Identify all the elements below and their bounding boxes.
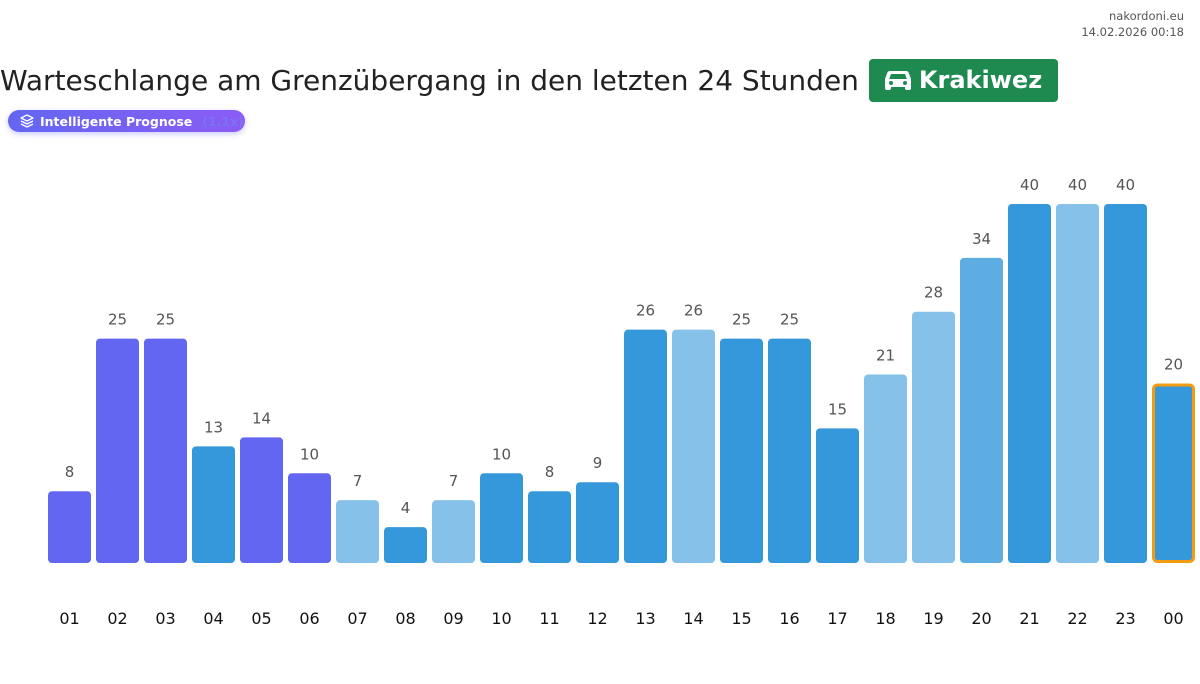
value-label: 40	[1068, 176, 1087, 194]
bar[interactable]	[48, 491, 91, 563]
value-label: 25	[156, 311, 175, 329]
value-label: 26	[636, 302, 655, 320]
x-tick-label: 00	[1163, 609, 1183, 628]
value-label: 9	[593, 454, 603, 472]
value-label: 34	[972, 230, 991, 248]
x-tick-label: 21	[1019, 609, 1039, 628]
bar[interactable]	[720, 338, 763, 563]
x-tick-label: 11	[539, 609, 559, 628]
value-label: 7	[449, 472, 459, 490]
layers-icon	[20, 114, 34, 128]
bar[interactable]	[336, 500, 379, 563]
crossing-name: Krakiwez	[918, 66, 1043, 94]
prognose-badge[interactable]: Intelligente Prognose (1.1x)	[8, 110, 245, 132]
value-label: 7	[353, 472, 363, 490]
prognose-label: Intelligente Prognose	[40, 113, 193, 129]
x-tick-label: 10	[491, 609, 511, 628]
page-title: Warteschlange am Grenzübergang in den le…	[0, 63, 859, 97]
value-label: 14	[252, 409, 271, 427]
bar[interactable]	[96, 338, 139, 563]
value-label: 8	[545, 463, 555, 481]
x-tick-label: 16	[779, 609, 799, 628]
bar[interactable]	[192, 446, 235, 563]
bar[interactable]	[432, 500, 475, 563]
timestamp: 14.02.2026 00:18	[1081, 25, 1184, 39]
value-label: 40	[1116, 176, 1135, 194]
value-label: 10	[492, 445, 511, 463]
bar[interactable]	[768, 338, 811, 563]
x-tick-label: 23	[1115, 609, 1135, 628]
bar[interactable]	[816, 428, 859, 563]
bar[interactable]	[480, 473, 523, 563]
bar[interactable]	[528, 491, 571, 563]
bar[interactable]	[1056, 204, 1099, 563]
bar-current-hour[interactable]	[1152, 383, 1195, 563]
value-label: 26	[684, 302, 703, 320]
x-tick-label: 18	[875, 609, 895, 628]
value-label: 4	[401, 499, 411, 517]
x-tick-label: 17	[827, 609, 847, 628]
bar[interactable]	[288, 473, 331, 563]
x-tick-label: 01	[59, 609, 79, 628]
car-icon	[884, 71, 911, 90]
x-tick-label: 12	[587, 609, 607, 628]
bar[interactable]	[672, 329, 715, 563]
x-tick-label: 19	[923, 609, 943, 628]
bar[interactable]	[624, 329, 667, 563]
x-tick-label: 15	[731, 609, 751, 628]
value-label: 21	[876, 347, 895, 365]
bar[interactable]	[144, 338, 187, 563]
value-label: 13	[204, 418, 223, 436]
value-label: 10	[300, 445, 319, 463]
x-tick-label: 07	[347, 609, 367, 628]
x-tick-label: 04	[203, 609, 223, 628]
bar[interactable]	[240, 437, 283, 563]
x-tick-label: 02	[107, 609, 127, 628]
value-label: 20	[1164, 356, 1183, 374]
value-label: 15	[828, 400, 847, 418]
x-tick-label: 20	[971, 609, 991, 628]
value-label: 25	[108, 311, 127, 329]
x-tick-label: 14	[683, 609, 703, 628]
bar[interactable]	[1008, 204, 1051, 563]
bar[interactable]	[912, 311, 955, 563]
bar[interactable]	[960, 257, 1003, 563]
x-tick-label: 13	[635, 609, 655, 628]
title-row: Warteschlange am Grenzübergang in den le…	[0, 58, 1059, 102]
site-name: nakordoni.eu	[1109, 9, 1184, 23]
x-tick-label: 06	[299, 609, 319, 628]
value-label: 8	[65, 463, 75, 481]
bar[interactable]	[1104, 204, 1147, 563]
meta-info: nakordoni.eu 14.02.2026 00:18	[1081, 8, 1184, 40]
x-tick-label: 08	[395, 609, 415, 628]
value-label: 25	[780, 311, 799, 329]
value-label: 40	[1020, 176, 1039, 194]
crossing-badge[interactable]: Krakiwez	[868, 58, 1059, 102]
x-tick-label: 03	[155, 609, 175, 628]
bar[interactable]	[864, 374, 907, 563]
x-tick-label: 22	[1067, 609, 1087, 628]
prognose-factor: (1.1x)	[202, 113, 244, 129]
bar[interactable]	[384, 527, 427, 563]
x-tick-label: 05	[251, 609, 271, 628]
value-label: 28	[924, 284, 943, 302]
bar[interactable]	[576, 482, 619, 563]
value-label: 25	[732, 311, 751, 329]
x-tick-label: 09	[443, 609, 463, 628]
